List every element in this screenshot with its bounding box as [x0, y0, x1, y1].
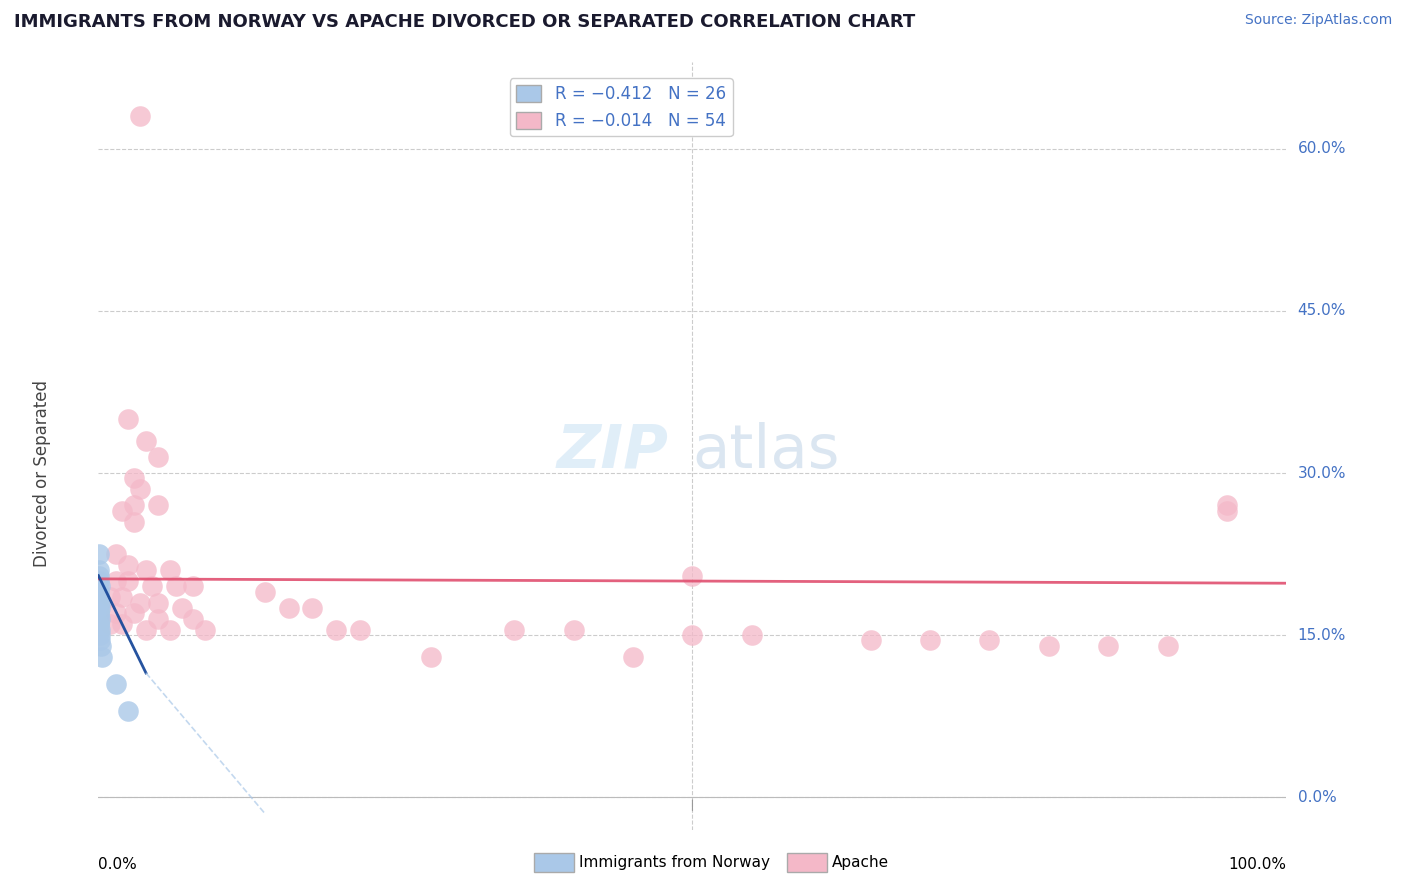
- Point: [89, 596, 111, 610]
- Point: [89, 598, 111, 612]
- Point: [503, 623, 526, 637]
- Point: [89, 587, 111, 601]
- Text: 45.0%: 45.0%: [1298, 303, 1346, 318]
- Point: [1216, 499, 1239, 513]
- Point: [87, 617, 110, 632]
- Point: [89, 624, 111, 639]
- Text: 100.0%: 100.0%: [1229, 856, 1286, 871]
- Text: 0.0%: 0.0%: [1298, 789, 1336, 805]
- Text: Divorced or Separated: Divorced or Separated: [32, 379, 51, 566]
- Point: [141, 579, 163, 593]
- Point: [562, 623, 585, 637]
- Point: [117, 574, 139, 588]
- Point: [159, 563, 181, 577]
- Point: [89, 623, 111, 637]
- Point: [183, 579, 205, 593]
- Point: [89, 612, 111, 626]
- Point: [87, 591, 110, 605]
- Point: [89, 628, 111, 642]
- Text: Immigrants from Norway: Immigrants from Norway: [579, 855, 770, 870]
- Point: [1097, 639, 1119, 653]
- Point: [129, 482, 152, 496]
- Point: [277, 601, 299, 615]
- Point: [420, 649, 443, 664]
- Text: 0.0%: 0.0%: [98, 856, 138, 871]
- Point: [135, 434, 157, 448]
- Point: [105, 607, 128, 621]
- Point: [91, 649, 114, 664]
- Point: [87, 607, 110, 621]
- Point: [111, 617, 134, 632]
- Text: IMMIGRANTS FROM NORWAY VS APACHE DIVORCED OR SEPARATED CORRELATION CHART: IMMIGRANTS FROM NORWAY VS APACHE DIVORCE…: [14, 13, 915, 31]
- Text: 60.0%: 60.0%: [1298, 141, 1346, 156]
- Point: [105, 676, 128, 690]
- Text: 15.0%: 15.0%: [1298, 628, 1346, 642]
- Point: [89, 608, 111, 623]
- Point: [89, 604, 111, 618]
- Point: [105, 547, 128, 561]
- Point: [146, 450, 169, 464]
- Point: [135, 563, 157, 577]
- Point: [89, 619, 111, 633]
- Point: [1156, 639, 1178, 653]
- Point: [681, 628, 703, 642]
- Point: [122, 471, 145, 485]
- Point: [301, 601, 323, 615]
- Point: [117, 704, 139, 718]
- Point: [146, 596, 169, 610]
- Point: [111, 504, 134, 518]
- Legend: R = −0.412   N = 26, R = −0.014   N = 54: R = −0.412 N = 26, R = −0.014 N = 54: [510, 78, 733, 136]
- Point: [146, 499, 169, 513]
- Point: [979, 633, 1001, 648]
- Point: [98, 591, 121, 605]
- Point: [89, 633, 111, 648]
- Point: [122, 499, 145, 513]
- Text: ZIP: ZIP: [557, 422, 669, 481]
- Point: [621, 649, 644, 664]
- Text: Apache: Apache: [832, 855, 890, 870]
- Point: [920, 633, 942, 648]
- Text: atlas: atlas: [692, 422, 839, 481]
- Point: [146, 612, 169, 626]
- Point: [89, 579, 111, 593]
- Point: [117, 412, 139, 426]
- Point: [681, 568, 703, 582]
- Point: [105, 574, 128, 588]
- Point: [87, 585, 110, 599]
- Point: [122, 515, 145, 529]
- Point: [859, 633, 882, 648]
- Point: [89, 574, 111, 588]
- Point: [98, 617, 121, 632]
- Point: [87, 547, 110, 561]
- Point: [89, 615, 111, 629]
- Point: [129, 110, 152, 124]
- Point: [90, 639, 112, 653]
- Point: [129, 596, 152, 610]
- Point: [111, 591, 134, 605]
- Point: [117, 558, 139, 572]
- Point: [253, 585, 276, 599]
- Point: [122, 607, 145, 621]
- Point: [183, 612, 205, 626]
- Point: [159, 623, 181, 637]
- Point: [741, 628, 763, 642]
- Point: [325, 623, 347, 637]
- Point: [1216, 504, 1239, 518]
- Point: [1038, 639, 1060, 653]
- Point: [165, 579, 187, 593]
- Point: [349, 623, 371, 637]
- Text: Source: ZipAtlas.com: Source: ZipAtlas.com: [1244, 13, 1392, 28]
- Point: [89, 568, 111, 582]
- Text: 30.0%: 30.0%: [1298, 466, 1346, 481]
- Point: [194, 623, 217, 637]
- Point: [170, 601, 193, 615]
- Point: [89, 601, 111, 615]
- Point: [87, 563, 110, 577]
- Point: [135, 623, 157, 637]
